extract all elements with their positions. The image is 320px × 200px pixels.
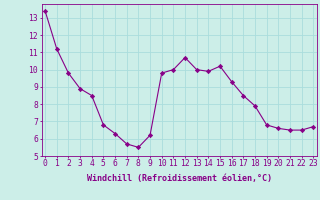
X-axis label: Windchill (Refroidissement éolien,°C): Windchill (Refroidissement éolien,°C) — [87, 174, 272, 183]
